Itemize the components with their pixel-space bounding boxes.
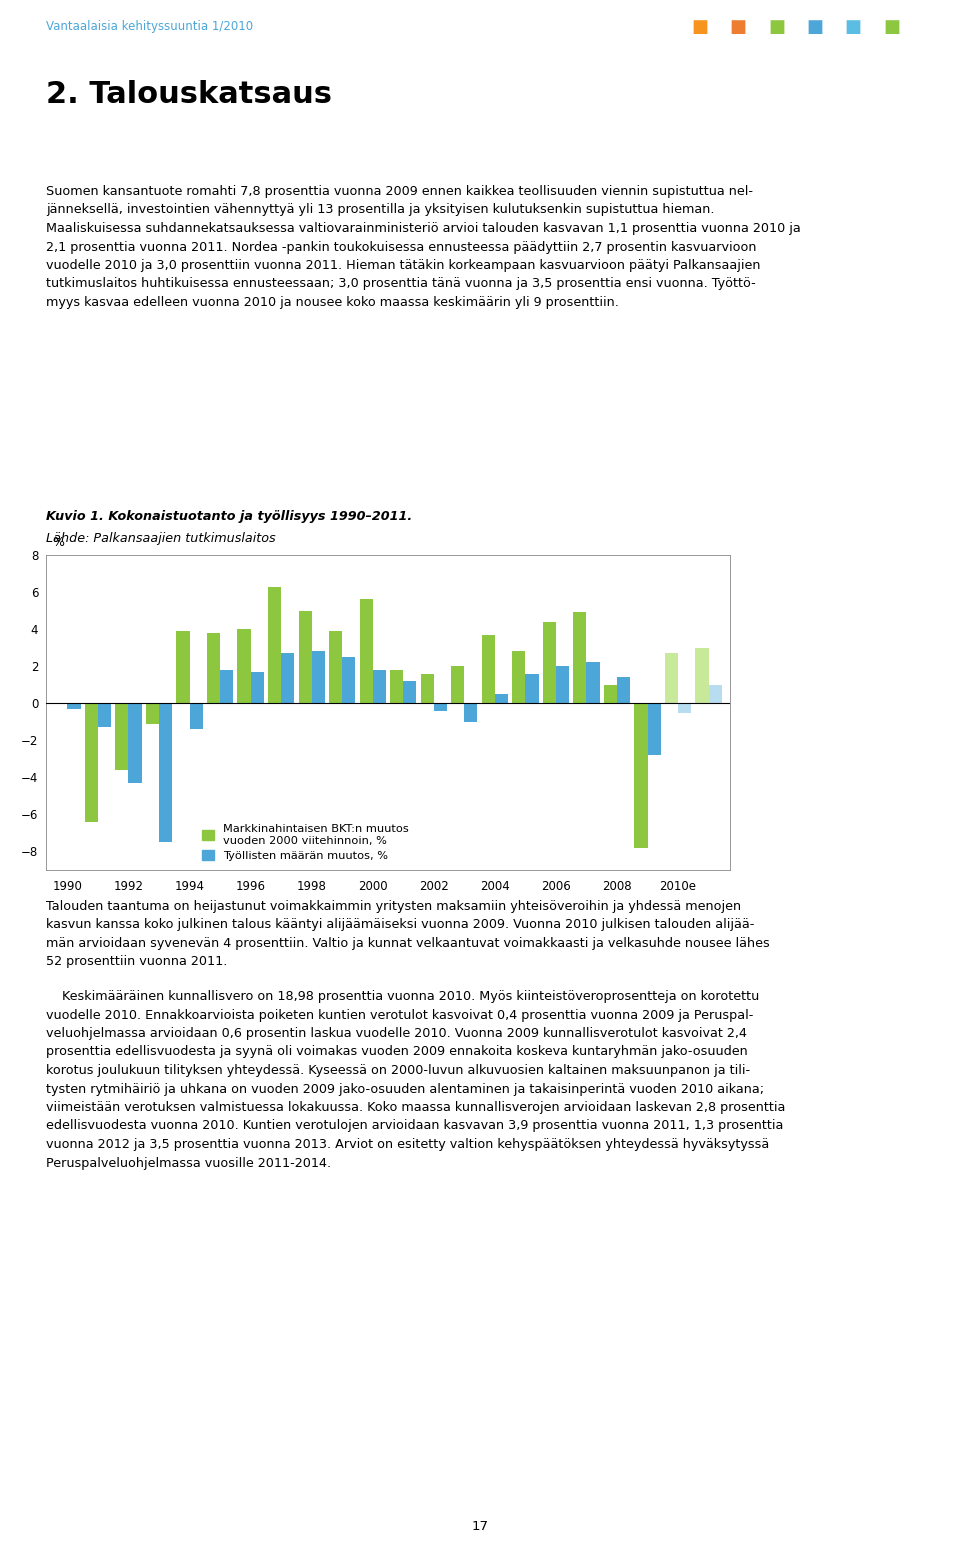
Bar: [281, 654, 295, 703]
Bar: [129, 703, 141, 782]
Bar: [98, 703, 111, 728]
Text: 2. Talouskatsaus: 2. Talouskatsaus: [46, 81, 332, 108]
Text: ■: ■: [730, 19, 747, 36]
Legend: Markkinahintaisen BKT:n muutos
vuoden 2000 viitehinnoin, %, Työllisten määrän mu: Markkinahintaisen BKT:n muutos vuoden 20…: [203, 824, 408, 861]
Bar: [207, 634, 220, 703]
Bar: [482, 635, 494, 703]
Bar: [372, 669, 386, 703]
Bar: [390, 669, 403, 703]
Bar: [665, 654, 678, 703]
Bar: [604, 685, 617, 703]
Bar: [648, 703, 660, 754]
Bar: [556, 666, 569, 703]
Text: Talouden taantuma on heijastunut voimakkaimmin yritysten maksamiin yhteisöveroih: Talouden taantuma on heijastunut voimakk…: [46, 900, 770, 968]
Text: Kuvio 1. Kokonaistuotanto ja työllisyys 1990–2011.: Kuvio 1. Kokonaistuotanto ja työllisyys …: [46, 510, 413, 524]
Bar: [177, 630, 189, 703]
Bar: [465, 703, 477, 722]
Bar: [434, 703, 447, 711]
Text: ■: ■: [845, 19, 862, 36]
Text: 17: 17: [471, 1521, 489, 1534]
Text: ■: ■: [768, 19, 785, 36]
Bar: [342, 657, 355, 703]
Bar: [115, 703, 129, 770]
Bar: [312, 651, 324, 703]
Bar: [268, 587, 281, 703]
Text: Lähde: Palkansaajien tutkimuslaitos: Lähde: Palkansaajien tutkimuslaitos: [46, 531, 276, 545]
Bar: [708, 685, 722, 703]
Bar: [573, 612, 587, 703]
Bar: [695, 647, 708, 703]
Bar: [251, 672, 264, 703]
Bar: [299, 610, 312, 703]
Bar: [189, 703, 203, 730]
Bar: [494, 694, 508, 703]
Bar: [420, 674, 434, 703]
Bar: [84, 703, 98, 823]
Bar: [67, 703, 81, 709]
Text: ■: ■: [806, 19, 824, 36]
Bar: [403, 682, 417, 703]
Bar: [220, 669, 233, 703]
Bar: [542, 621, 556, 703]
Bar: [237, 629, 251, 703]
Text: Suomen kansantuote romahti 7,8 prosenttia vuonna 2009 ennen kaikkea teollisuuden: Suomen kansantuote romahti 7,8 prosentti…: [46, 184, 801, 308]
Text: %: %: [52, 536, 64, 550]
Bar: [617, 677, 630, 703]
Bar: [159, 703, 172, 843]
Bar: [360, 599, 372, 703]
Text: ■: ■: [691, 19, 708, 36]
Bar: [587, 663, 600, 703]
Bar: [525, 674, 539, 703]
Bar: [513, 651, 525, 703]
Text: ■: ■: [883, 19, 900, 36]
Text: Keskimääräinen kunnallisvero on 18,98 prosenttia vuonna 2010. Myös kiinteistöver: Keskimääräinen kunnallisvero on 18,98 pr…: [46, 990, 785, 1169]
Bar: [678, 703, 691, 713]
Bar: [146, 703, 159, 723]
Bar: [451, 666, 465, 703]
Bar: [635, 703, 648, 847]
Bar: [329, 630, 342, 703]
Text: Vantaalaisia kehityssuuntia 1/2010: Vantaalaisia kehityssuuntia 1/2010: [46, 20, 253, 33]
